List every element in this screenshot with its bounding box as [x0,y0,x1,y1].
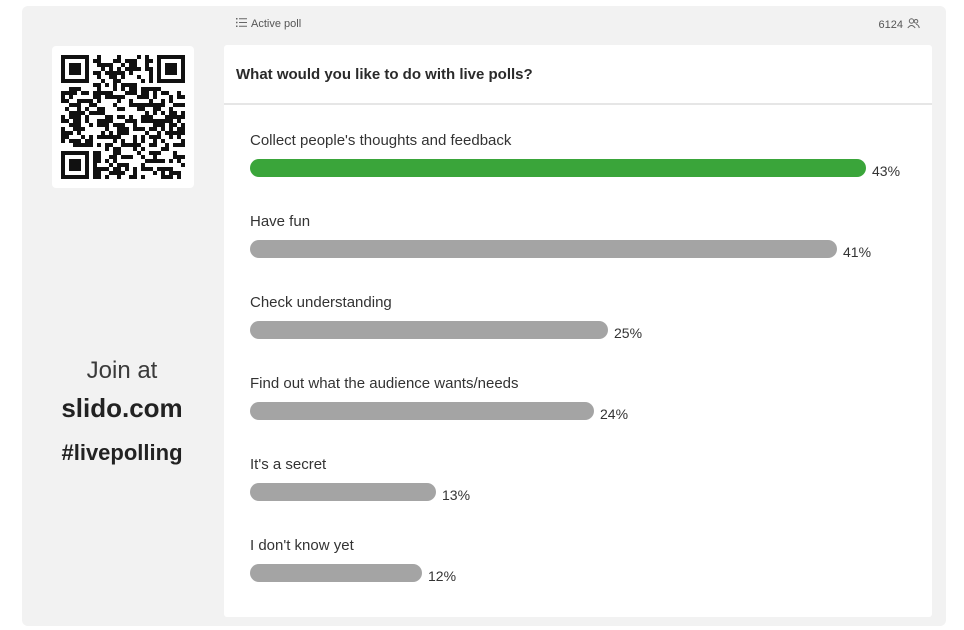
participant-count: 6124 [879,18,920,32]
active-poll-label: Active poll [236,18,301,30]
poll-option-label: Collect people's thoughts and feedback [250,132,512,149]
result-percent: 12% [428,568,457,584]
active-poll-text: Active poll [251,18,302,30]
poll-option-label: Check understanding [250,294,392,311]
poll-options: Collect people's thoughts and feedback 43… [250,131,910,617]
result-bar [250,402,594,420]
leading-result-bar [250,159,866,177]
poll-option: Collect people's thoughts and feedback 43… [250,131,910,212]
poll-option-label: It's a secret [250,456,327,473]
participant-count-value: 6124 [878,19,903,31]
join-text: Join at [86,357,158,384]
result-bar [250,321,608,339]
poll-option: Find out what the audience wants/needs 24… [250,374,910,455]
result-bar [250,564,422,582]
poll-question: What would you like to do with live poll… [224,45,932,105]
poll-option-result: 25% [250,320,910,341]
poll-option-result: 41% [250,239,910,260]
poll-option: Have fun 41% [250,212,910,293]
poll-card: What would you like to do with live poll… [224,45,932,617]
result-percent: 25% [614,325,643,341]
poll-option-result: 13% [250,482,910,503]
poll-option-result: 24% [250,401,910,422]
poll-option: Check understanding 25% [250,293,910,374]
result-percent: 43% [872,163,901,179]
qr-code [52,46,194,188]
poll-option-label: Find out what the audience wants/needs [250,375,519,392]
poll-option: I don't know yet 12% [250,536,910,617]
qr-code-icon [61,55,185,179]
poll-option-result: 43% [250,158,910,179]
result-percent: 24% [600,406,629,422]
poll-option-label: Have fun [250,213,311,230]
event-code: #livepolling [61,440,183,465]
result-percent: 41% [843,244,872,260]
people-icon [907,18,920,32]
join-url: slido.com [61,393,183,423]
result-bar [250,240,837,258]
poll-option-result: 12% [250,563,910,584]
poll-option-label: I don't know yet [250,537,354,554]
poll-option: It's a secret 13% [250,455,910,536]
list-icon [236,18,247,30]
result-percent: 13% [442,487,471,503]
result-bar [250,483,436,501]
